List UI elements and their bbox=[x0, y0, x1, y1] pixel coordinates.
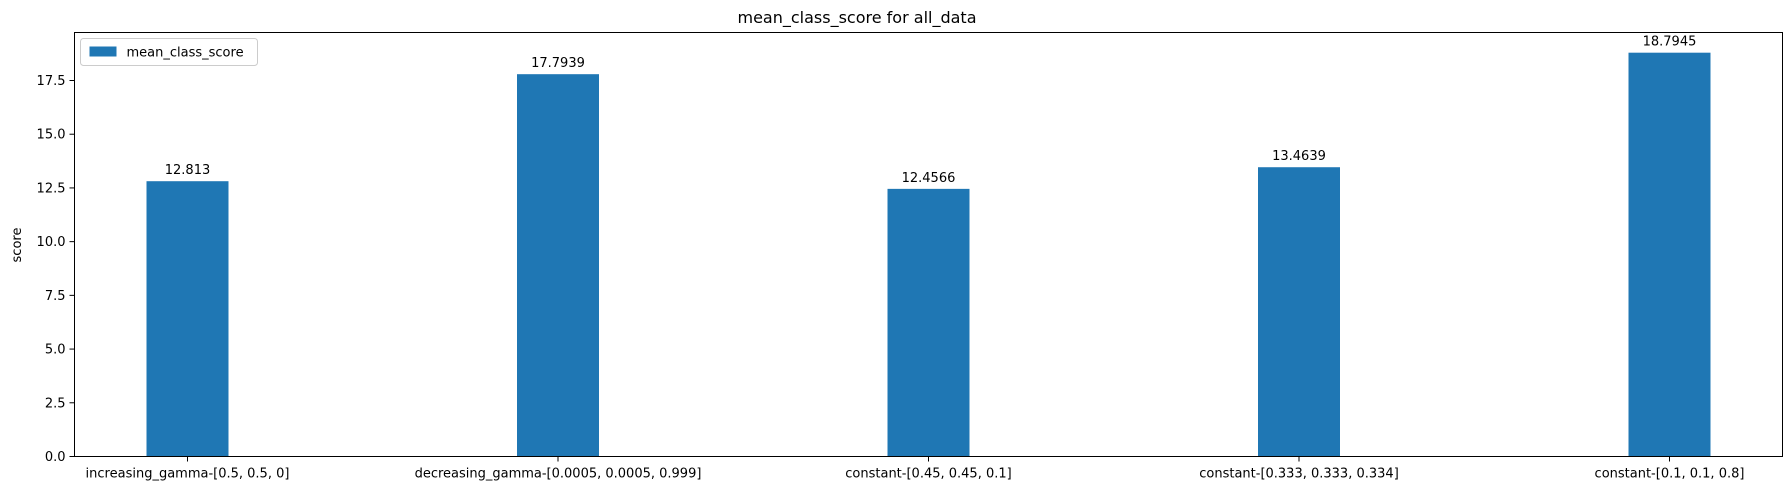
plot-frame bbox=[74, 32, 1783, 457]
x-axis: increasing_gamma-[0.5, 0.5, 0] decreasing… bbox=[86, 456, 1745, 482]
legend-swatch bbox=[89, 46, 117, 57]
y-tick-label: 2.5 bbox=[45, 396, 66, 411]
x-tick-label: constant-[0.333, 0.333, 0.334] bbox=[1199, 467, 1399, 482]
bar-value-label: 13.4639 bbox=[1272, 149, 1326, 164]
bar bbox=[1628, 52, 1711, 457]
y-tick-label: 15.0 bbox=[37, 128, 66, 143]
y-tick-label: 0.0 bbox=[45, 450, 66, 465]
y-tick-label: 5.0 bbox=[45, 343, 66, 358]
bar bbox=[1258, 167, 1340, 457]
y-tick-label: 10.0 bbox=[37, 235, 66, 250]
x-tick-label: constant-[0.1, 0.1, 0.8] bbox=[1595, 467, 1745, 482]
bar bbox=[517, 74, 599, 457]
bars-group bbox=[146, 52, 1711, 457]
y-tick-label: 12.5 bbox=[37, 181, 66, 196]
chart-title: mean_class_score for all_data bbox=[738, 8, 977, 28]
x-tick-label: decreasing_gamma-[0.0005, 0.0005, 0.999] bbox=[415, 467, 702, 482]
bar-value-label: 12.813 bbox=[165, 163, 211, 178]
y-axis-label: score bbox=[10, 228, 25, 263]
bar-value-label: 12.4566 bbox=[902, 171, 956, 186]
legend: mean_class_score bbox=[80, 38, 258, 66]
y-tick-label: 17.5 bbox=[37, 74, 66, 89]
value-labels-group: 12.813 17.7939 12.4566 13.4639 18.7945 bbox=[165, 35, 1697, 186]
y-axis: 0.0 2.5 5.0 7.5 10.0 12.5 15.0 17.5 bbox=[37, 74, 75, 465]
x-tick-label: constant-[0.45, 0.45, 0.1] bbox=[845, 467, 1011, 482]
bar-value-label: 17.7939 bbox=[531, 56, 585, 71]
legend-label: mean_class_score bbox=[127, 46, 244, 61]
bar-value-label: 18.7945 bbox=[1643, 35, 1697, 50]
bar bbox=[146, 181, 229, 457]
x-tick-label: increasing_gamma-[0.5, 0.5, 0] bbox=[86, 467, 290, 482]
y-tick-label: 7.5 bbox=[45, 289, 66, 304]
bar bbox=[887, 188, 970, 457]
legend-box bbox=[80, 38, 258, 66]
